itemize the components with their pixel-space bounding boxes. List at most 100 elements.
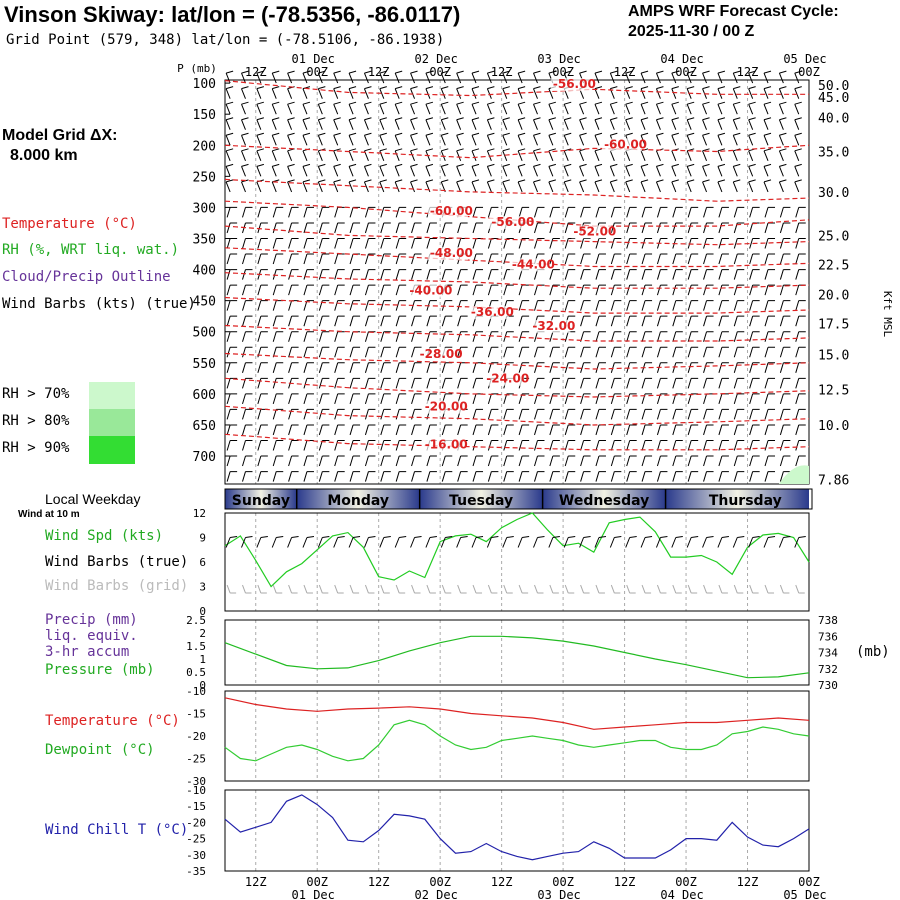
- legend-cloud: Cloud/Precip Outline: [2, 269, 171, 285]
- wind-10m-title: Wind at 10 m: [18, 509, 80, 520]
- wind-barb: [441, 471, 453, 482]
- wind-barb: [394, 179, 403, 193]
- wind-barb: [364, 284, 376, 296]
- wind-barb: [348, 117, 357, 130]
- isotherm-label-bg: [571, 225, 612, 239]
- wind-barb: [702, 163, 710, 177]
- label-wind-barbs-grid: Wind Barbs (grid): [45, 578, 189, 594]
- wind-barb: [425, 101, 434, 115]
- wind-barb-true: [671, 536, 683, 548]
- isotherm-label-bg: [427, 204, 468, 218]
- wind-barb: [779, 284, 791, 296]
- wind-barb: [718, 471, 729, 482]
- wind-barb: [534, 408, 545, 420]
- weekday-label: Wednesday: [559, 493, 649, 509]
- wind-barb: [226, 424, 238, 436]
- top-date-label: 01 Dec: [292, 52, 335, 66]
- isotherm-label-bg: [417, 347, 458, 361]
- wind-barb: [795, 331, 806, 342]
- wind-barb: [533, 148, 541, 161]
- wind-barb: [456, 132, 464, 146]
- wind-barb: [580, 284, 591, 296]
- wind-barb: [257, 253, 268, 265]
- wind-barb: [717, 179, 726, 193]
- wind-barb: [272, 284, 284, 296]
- wind-barb: [395, 237, 407, 249]
- wind-barb: [764, 455, 776, 467]
- wind-barb: [610, 424, 622, 436]
- pressure-tick-label: 250: [193, 170, 216, 185]
- wind-barb: [226, 222, 238, 234]
- wind-barb: [609, 179, 618, 193]
- wind-barb: [732, 179, 741, 193]
- wind-barb: [703, 331, 714, 342]
- wind-barb-true: [702, 536, 714, 548]
- wind-barb: [241, 179, 249, 193]
- wind-barb: [718, 439, 729, 451]
- wind-barb: [487, 471, 499, 482]
- wind-barb: [410, 86, 418, 99]
- bottom-date-label: 03 Dec: [537, 888, 580, 900]
- wind-barb: [349, 206, 361, 218]
- wind-barb: [472, 408, 484, 420]
- wind-barb: [226, 471, 238, 482]
- wind-barb: [271, 86, 280, 99]
- wind-barb: [487, 206, 499, 218]
- wind-barb: [671, 101, 679, 115]
- isotherm-label-bg: [530, 319, 571, 333]
- wind-barb: [394, 163, 403, 177]
- wind-barb: [656, 284, 668, 296]
- wind-barb: [733, 471, 745, 482]
- wind-barb: [594, 132, 603, 146]
- wind-barb: [625, 101, 633, 115]
- wind-barb: [349, 471, 361, 482]
- wind-barb: [395, 424, 407, 436]
- wind-barb: [410, 70, 418, 84]
- isotherm-line: [224, 377, 810, 398]
- wind-barb-true: [609, 536, 622, 548]
- wind-barb: [626, 269, 637, 280]
- wind-barb: [411, 393, 422, 405]
- wind-barb: [380, 284, 391, 296]
- wind-barb-grid: [656, 584, 667, 594]
- top-time-tick-label: 12Z: [245, 65, 267, 79]
- wind-barb: [411, 331, 422, 342]
- pressure-tick-label: 550: [193, 357, 216, 372]
- wind-barb: [425, 86, 434, 99]
- wind-barb: [303, 237, 314, 249]
- wind-barb: [534, 377, 545, 389]
- wind-barb: [318, 237, 330, 249]
- wind-barb: [334, 424, 345, 436]
- wind-barb: [732, 101, 741, 115]
- wind-barb: [518, 206, 530, 218]
- wind-barb: [656, 269, 668, 280]
- label-wind-barbs-true: Wind Barbs (true): [45, 554, 189, 570]
- wind-barb: [272, 253, 284, 265]
- wind-barb-true: [794, 536, 806, 548]
- wind-barb: [610, 393, 622, 405]
- bottom-time-tick-label: 00Z: [798, 875, 820, 889]
- wind-barb: [656, 300, 668, 311]
- wind-barb: [456, 101, 464, 115]
- wind-barb: [672, 362, 683, 373]
- wind-barb: [288, 424, 299, 436]
- height-tick-label: 7.86: [818, 474, 849, 489]
- wind-barb: [457, 424, 468, 436]
- wind-barb-grid: [472, 584, 483, 594]
- height-tick-label: 10.0: [818, 419, 849, 434]
- wind-barb-grid: [503, 584, 513, 594]
- wind-barb: [272, 300, 284, 311]
- wind-barb: [487, 331, 499, 342]
- wind-barb: [641, 471, 653, 482]
- grid-point-info: Grid Point (579, 348) lat/lon = (-78.510…: [6, 32, 445, 48]
- wind-barb: [257, 237, 268, 249]
- wind-barb: [486, 163, 495, 177]
- wind-barb: [334, 408, 345, 420]
- wind-barb: [349, 269, 361, 280]
- wind-barb-grid: [687, 584, 698, 594]
- wind-barb-grid: [580, 584, 590, 594]
- wind-barb: [333, 163, 341, 177]
- wind-barb: [703, 393, 714, 405]
- forecast-cycle-label: AMPS WRF Forecast Cycle:: [628, 3, 839, 20]
- wind-barb: [271, 163, 280, 177]
